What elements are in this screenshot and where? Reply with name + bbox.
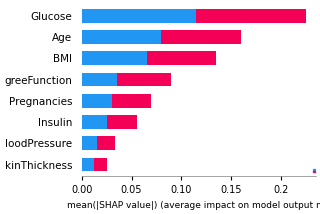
Bar (107, 115, 137, 129)
Bar (82, 30, 162, 44)
Bar (162, 30, 241, 44)
Bar (82, 136, 97, 150)
Bar (116, 73, 172, 86)
Bar (112, 94, 151, 108)
Bar (82, 51, 147, 65)
Legend: , : , (313, 169, 315, 172)
Bar (82, 115, 107, 129)
Bar (82, 73, 116, 86)
Bar (147, 51, 216, 65)
Bar (97, 136, 115, 150)
Bar (82, 94, 112, 108)
Bar (94, 158, 107, 171)
Bar (82, 9, 196, 23)
Bar (196, 9, 306, 23)
X-axis label: mean(|SHAP value|) (average impact on model output ma: mean(|SHAP value|) (average impact on mo… (67, 201, 320, 210)
Bar (82, 158, 94, 171)
